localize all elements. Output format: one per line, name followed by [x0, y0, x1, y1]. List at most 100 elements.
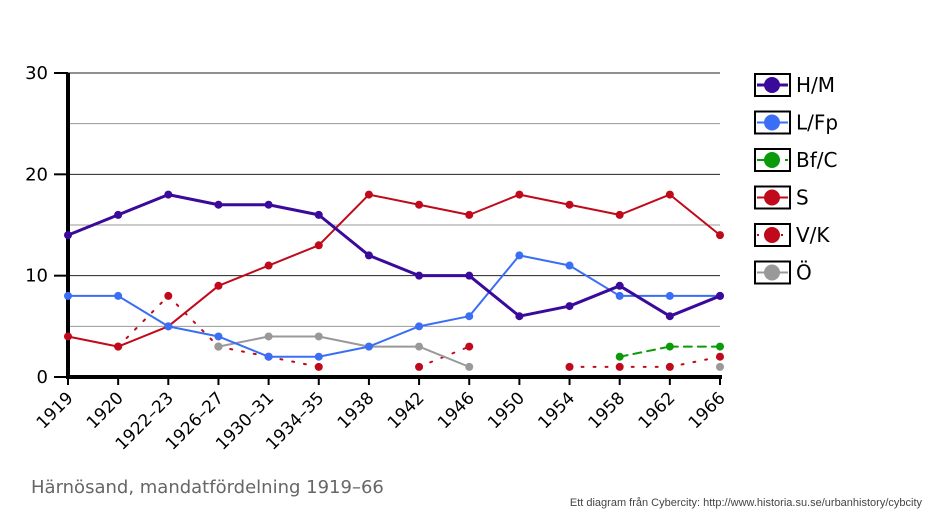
- legend-marker: [764, 152, 780, 168]
- series-segment: [66, 213, 120, 237]
- series-segment: [317, 335, 370, 348]
- legend-marker: [764, 114, 780, 131]
- data-point: [214, 332, 223, 341]
- series-segment: [518, 193, 571, 206]
- series-segment: [217, 335, 270, 358]
- y-tick-label: 0: [37, 367, 48, 388]
- series-segment: [367, 325, 421, 348]
- data-point: [364, 190, 373, 199]
- series-segment: [317, 213, 371, 257]
- data-point: [415, 342, 424, 351]
- series-segment: [267, 244, 320, 267]
- series-segment: [517, 304, 572, 318]
- data-point: [465, 342, 474, 351]
- data-point: [716, 342, 724, 351]
- series-segment: [217, 345, 270, 358]
- data-point: [565, 261, 574, 270]
- series-segment: [117, 294, 170, 328]
- data-point: [415, 271, 424, 280]
- x-tick-label: 1958: [584, 388, 629, 433]
- series-segment: [568, 203, 621, 216]
- x-tick-label: 1962: [635, 388, 680, 433]
- data-point: [114, 210, 123, 219]
- data-point: [164, 291, 173, 300]
- data-point: [515, 190, 524, 199]
- data-point: [665, 291, 674, 300]
- series-segment: [367, 193, 421, 206]
- data-point: [64, 291, 72, 300]
- data-point: [314, 210, 323, 219]
- series-segment: [167, 284, 220, 328]
- data-point: [615, 362, 624, 371]
- data-point: [615, 291, 624, 300]
- series-segment: [568, 284, 622, 308]
- data-point: [615, 352, 624, 361]
- data-point: [465, 362, 474, 371]
- data-point: [264, 352, 273, 361]
- data-point: [314, 332, 323, 341]
- data-point: [615, 281, 624, 290]
- data-point: [314, 362, 323, 371]
- series-segment: [217, 335, 270, 348]
- data-point: [665, 190, 674, 199]
- data-point: [214, 200, 223, 209]
- legend-marker: [764, 227, 780, 243]
- data-point: [364, 251, 373, 260]
- data-point: [465, 271, 474, 280]
- data-point: [515, 251, 524, 260]
- x-tick-label: 1966: [685, 388, 730, 433]
- data-point: [264, 200, 273, 209]
- series-segment: [418, 203, 471, 216]
- legend-marker: [764, 264, 780, 281]
- series-segment: [167, 325, 220, 338]
- x-tick-label: 1946: [434, 388, 479, 433]
- data-point: [615, 210, 624, 219]
- data-point: [716, 231, 724, 240]
- data-point: [665, 362, 674, 371]
- series-segment: [468, 254, 521, 318]
- x-tick-label: 1938: [334, 388, 379, 433]
- data-point: [515, 312, 524, 321]
- series-segment: [568, 264, 621, 297]
- data-point: [565, 362, 574, 371]
- series-segment: [468, 193, 521, 216]
- y-tick-label: 10: [25, 266, 48, 287]
- series-segment: [317, 193, 370, 247]
- legend-label: Bf/C: [796, 148, 837, 172]
- x-tick-label: 1919: [33, 388, 78, 433]
- series-segment: [116, 193, 170, 217]
- data-point: [164, 322, 173, 331]
- series-segment: [668, 355, 721, 368]
- x-tick-label: 1920: [83, 388, 128, 433]
- data-point: [665, 342, 674, 351]
- credit-text: Ett diagram från Cybercity: http://www.h…: [569, 497, 922, 509]
- data-point: [716, 362, 724, 371]
- data-point: [114, 342, 123, 351]
- series-segment: [367, 253, 421, 278]
- y-tick-label: 20: [25, 164, 48, 185]
- data-point: [665, 312, 674, 321]
- data-point: [314, 352, 323, 361]
- data-point: [716, 291, 724, 300]
- series-segment: [467, 274, 521, 318]
- y-tick-label: 30: [25, 63, 48, 84]
- data-point: [415, 200, 424, 209]
- legend-marker: [764, 189, 780, 206]
- data-point: [314, 241, 323, 250]
- x-tick-label: 1950: [484, 388, 529, 433]
- series-segment: [117, 325, 170, 348]
- series-segment: [267, 203, 321, 217]
- data-point: [415, 362, 424, 371]
- legend-label: L/Fp: [796, 111, 838, 135]
- legend-marker: [764, 77, 780, 93]
- data-point: [64, 332, 72, 341]
- data-point: [264, 332, 273, 341]
- series-segment: [668, 193, 721, 237]
- series-segment: [317, 345, 370, 358]
- data-point: [565, 302, 574, 311]
- series-segment: [217, 264, 270, 287]
- series-segment: [518, 254, 571, 267]
- data-point: [264, 261, 273, 270]
- series-segment: [418, 315, 471, 328]
